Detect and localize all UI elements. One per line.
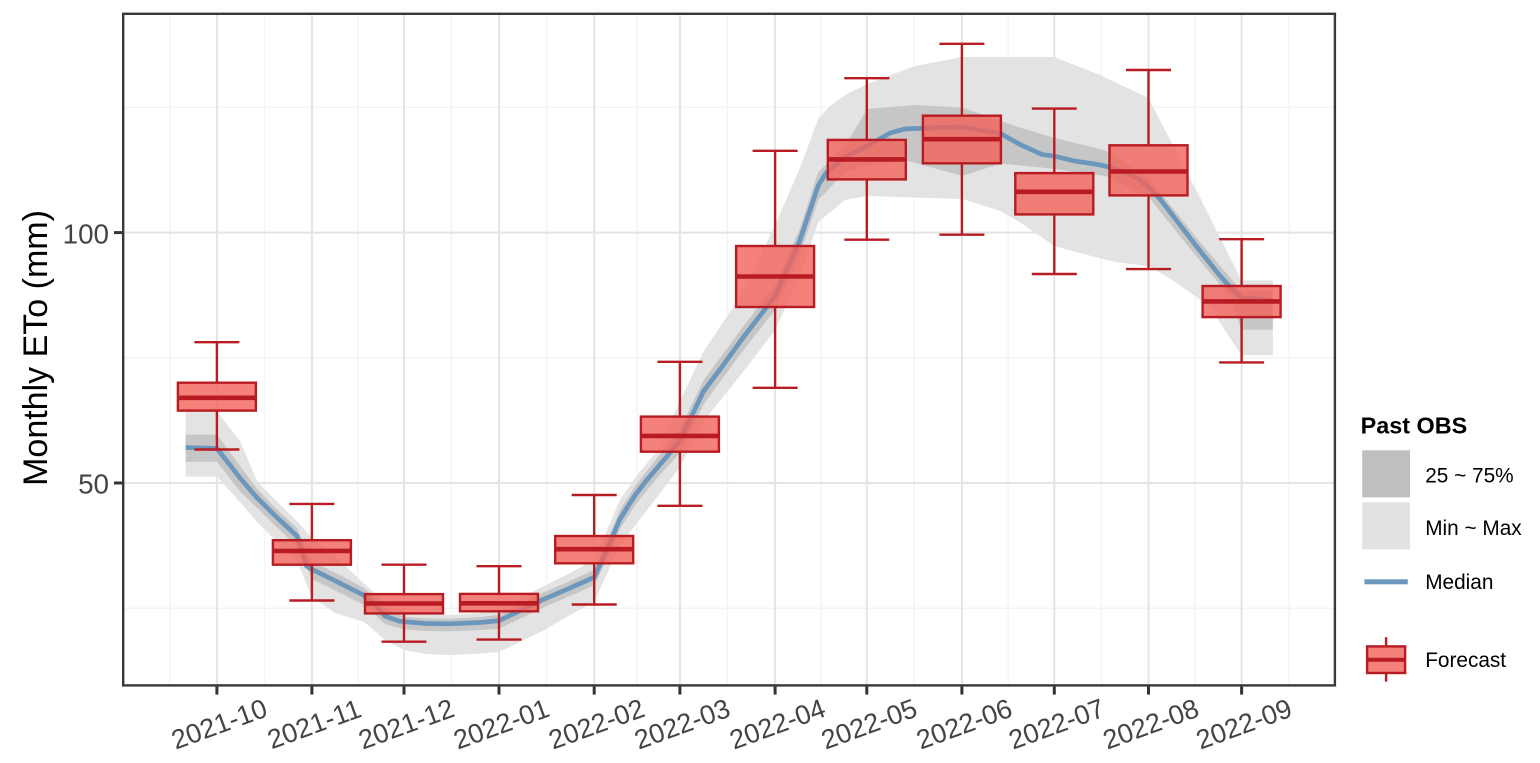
svg-text:Min ~ Max: Min ~ Max bbox=[1425, 517, 1522, 540]
svg-text:50: 50 bbox=[78, 469, 109, 500]
svg-text:25 ~ 75%: 25 ~ 75% bbox=[1425, 465, 1513, 488]
svg-text:100: 100 bbox=[63, 219, 109, 250]
svg-text:Monthly ETo (mm): Monthly ETo (mm) bbox=[17, 210, 55, 486]
svg-text:Median: Median bbox=[1425, 571, 1493, 594]
svg-text:Past OBS: Past OBS bbox=[1361, 413, 1468, 439]
svg-text:Forecast: Forecast bbox=[1425, 649, 1506, 672]
